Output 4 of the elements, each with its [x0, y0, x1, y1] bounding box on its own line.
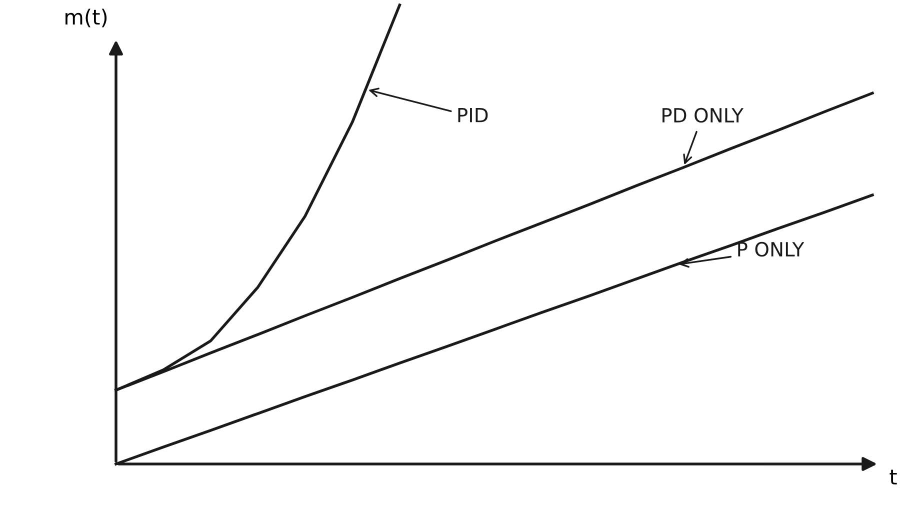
text: PID	[458, 108, 488, 122]
series-label: PD ONLY	[662, 108, 744, 123]
y-axis-title: m(t)	[66, 8, 107, 28]
x-axis-title: t	[890, 470, 897, 484]
